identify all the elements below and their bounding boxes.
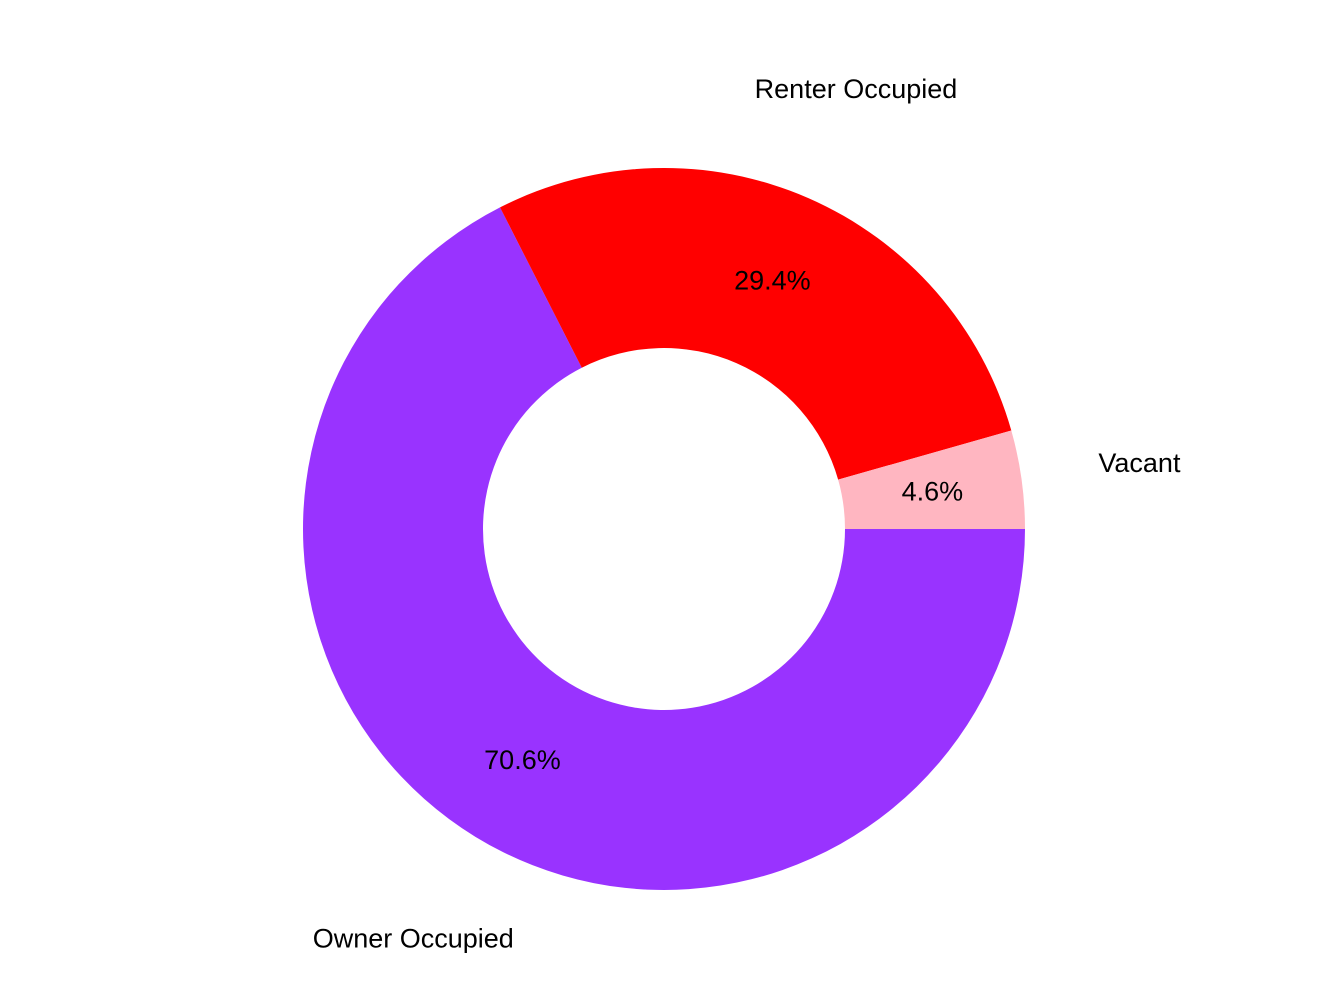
slice-renter-occupied (500, 168, 1012, 480)
percent-label-renter-occupied: 29.4% (734, 266, 811, 296)
percent-label-vacant: 4.6% (902, 477, 964, 507)
category-label-renter-occupied: Renter Occupied (755, 74, 958, 104)
donut-slices (302, 168, 1026, 891)
category-label-vacant: Vacant (1098, 448, 1181, 478)
percent-labels: 70.6% 29.4% 4.6% (484, 266, 963, 775)
category-labels: Owner Occupied Renter Occupied Vacant (313, 74, 1181, 953)
slice-vacant (838, 430, 1026, 529)
category-label-owner-occupied: Owner Occupied (313, 923, 514, 953)
percent-label-owner-occupied: 70.6% (484, 745, 561, 775)
slice-owner-occupied (302, 207, 1025, 891)
